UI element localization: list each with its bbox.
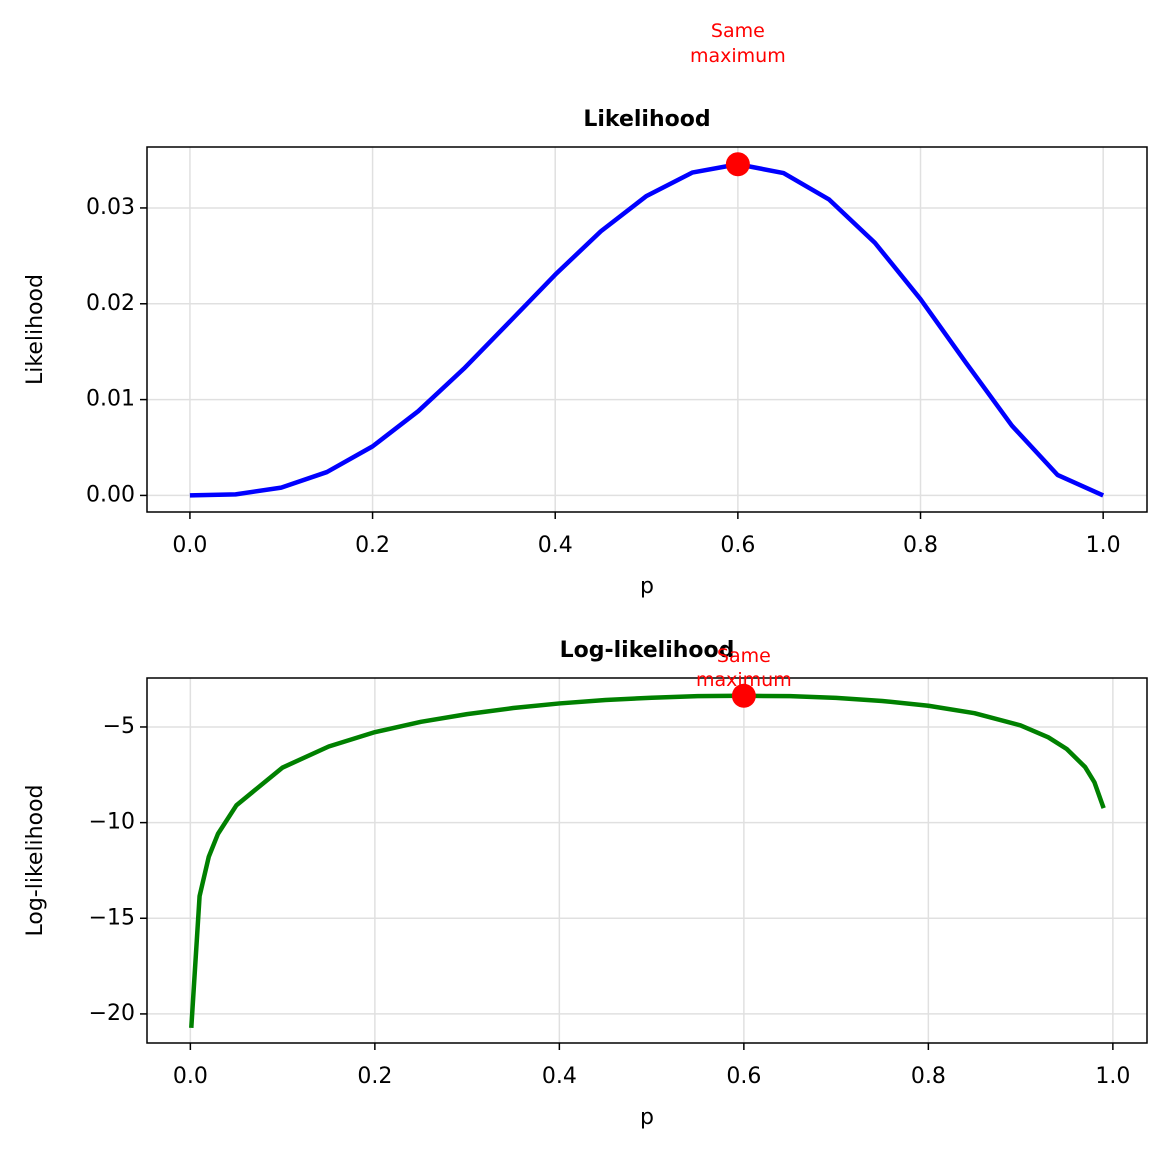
x-tick-label: 1.0 (1095, 1064, 1130, 1089)
chart-title: Likelihood (583, 107, 710, 132)
x-tick-label: 0.8 (911, 1064, 946, 1089)
x-axis-label: p (640, 1105, 654, 1130)
x-tick-label: 0.0 (173, 1064, 208, 1089)
data-line (189, 693, 1106, 1029)
y-tick-label: −20 (89, 1001, 135, 1026)
y-tick-label: −10 (89, 810, 135, 835)
x-tick-label: 0.4 (538, 533, 573, 558)
x-tick-label: 0.6 (726, 1064, 761, 1089)
x-tick-label: 0.0 (172, 533, 207, 558)
y-tick-label: 0.03 (86, 195, 135, 220)
chart-title: Log-likelihood (560, 638, 735, 663)
y-tick-label: 0.01 (86, 387, 135, 412)
max-marker (731, 683, 756, 708)
y-tick-label: −15 (89, 905, 135, 930)
data-line (189, 161, 1105, 498)
annotation: Same maximum (689, 20, 786, 67)
y-axis-label: Likelihood (23, 274, 48, 385)
y-tick-label: −5 (103, 714, 135, 739)
x-tick-label: 0.6 (720, 533, 755, 558)
y-axis-label: Log-likelihood (23, 784, 48, 936)
x-tick-label: 0.2 (355, 533, 390, 558)
y-tick-label: 0.00 (86, 482, 135, 507)
x-tick-label: 0.8 (903, 533, 938, 558)
x-tick-label: 0.4 (542, 1064, 577, 1089)
x-tick-label: 0.2 (357, 1064, 392, 1089)
max-marker (725, 152, 750, 177)
plot-frame (146, 677, 1148, 1044)
x-tick-label: 1.0 (1086, 533, 1121, 558)
y-tick-label: 0.02 (86, 291, 135, 316)
x-axis-label: p (640, 574, 654, 599)
plot-frame (146, 146, 1148, 513)
annotation: Same maximum (695, 644, 792, 692)
